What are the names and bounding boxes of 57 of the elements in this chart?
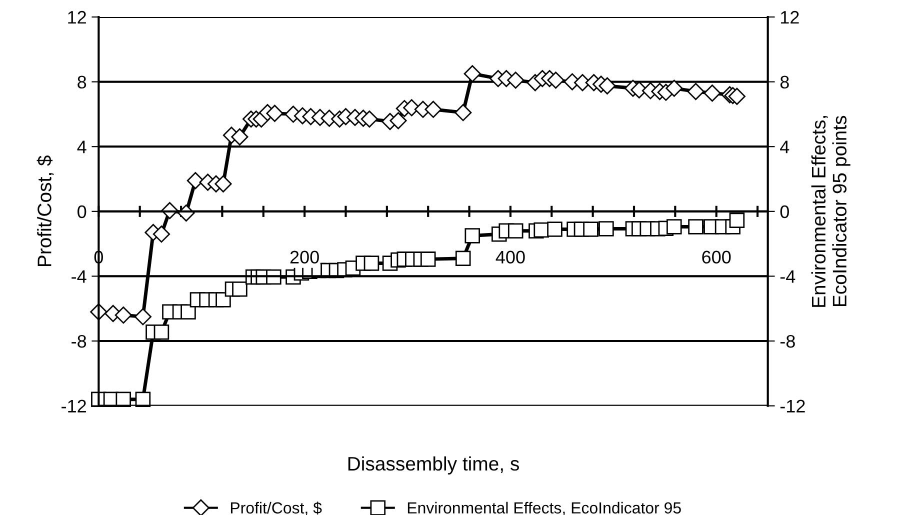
point [508,223,524,238]
point [729,212,745,228]
y2-tick-label: -8 [780,334,795,348]
point [547,222,562,237]
point [135,392,151,407]
point [424,100,442,118]
y-tick-label: -12 [62,400,86,412]
y2-tick-label: 0 [780,205,789,218]
point [186,172,204,190]
x-axis-title: Disassembly time, s [348,456,519,474]
y2-axis-title: Environmental Effects, EcoIndicator 95 points [811,116,850,307]
point [666,219,682,234]
point [547,72,564,89]
point [231,128,248,146]
point [666,80,683,97]
legend-label: Environmental Effects, EcoIndicator 95 [408,502,681,515]
point [704,84,721,102]
point [598,77,616,94]
y-tick-label: -8 [72,334,86,348]
y2-tick-label: 12 [781,10,799,24]
point [266,104,284,122]
point [152,226,170,243]
point [507,72,524,89]
point [688,219,704,234]
x-tick-label: 400 [496,250,525,264]
y2-tick-label: -12 [780,400,805,412]
y-axis-title: Profit/Cost, $ [36,156,54,266]
point [464,65,481,82]
x-tick-label: 600 [702,250,731,264]
point [180,304,196,320]
x-tick-label: 200 [290,250,319,264]
point [114,306,132,324]
y-tick-label: -4 [72,270,86,283]
point [214,175,232,192]
legend-label: Profit/Cost, $ [230,502,322,515]
point [232,282,248,297]
y2-tick-label: -4 [780,270,796,283]
point [455,250,471,266]
point [134,308,152,326]
point [116,392,132,407]
point [464,228,480,244]
point [583,222,598,237]
point [154,324,170,340]
y-tick-label: 8 [78,76,86,89]
point [360,110,378,128]
point [364,256,380,271]
point [687,82,704,100]
y2-tick-label: 4 [780,140,790,154]
y-tick-label: 0 [78,205,86,218]
point [420,252,436,267]
y-tick-label: 12 [68,10,86,24]
y2-tick-label: 8 [780,76,789,89]
point [598,221,614,236]
y-tick-label: 4 [77,140,86,154]
point [728,88,746,105]
point [390,112,407,130]
point [454,104,472,122]
